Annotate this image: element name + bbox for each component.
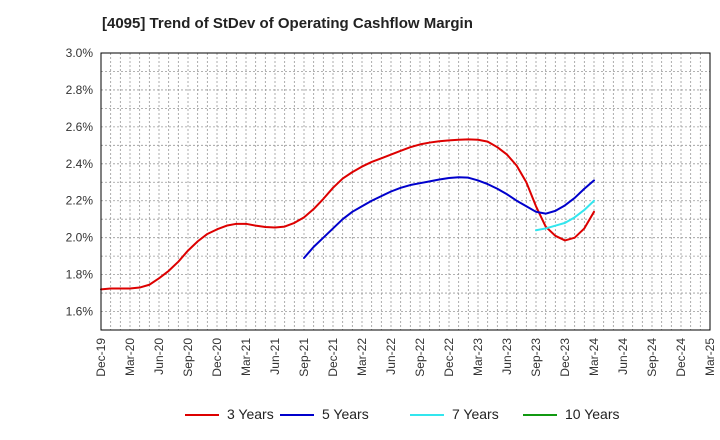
legend-label: 10 Years	[565, 406, 620, 422]
series-line-3-years	[100, 138, 595, 291]
x-tick-label: Mar-22	[355, 338, 369, 376]
x-tick-label: Dec-19	[94, 338, 108, 377]
x-tick-label: Mar-24	[587, 338, 601, 376]
series-lines	[100, 138, 595, 291]
chart-title: [4095] Trend of StDev of Operating Cashf…	[102, 15, 473, 32]
legend-swatch	[185, 414, 219, 416]
x-tick-label: Sep-22	[413, 338, 427, 377]
y-tick-label: 2.0%	[66, 231, 94, 245]
y-tick-label: 3.0%	[66, 46, 94, 60]
legend-swatch	[523, 414, 557, 416]
x-tick-label: Dec-21	[326, 338, 340, 377]
legend: 3 Years 5 Years 7 Years 10 Years	[0, 404, 720, 426]
y-tick-label: 1.8%	[66, 268, 94, 282]
plot-border	[100, 52, 711, 331]
y-tick-label: 2.6%	[66, 120, 94, 134]
legend-label: 3 Years	[227, 406, 274, 422]
legend-label: 7 Years	[452, 406, 499, 422]
legend-swatch	[280, 414, 314, 416]
x-tick-label: Jun-20	[152, 338, 166, 375]
y-tick-label: 1.6%	[66, 305, 94, 319]
x-tick-label: Jun-24	[616, 338, 630, 375]
y-tick-label: 2.2%	[66, 194, 94, 208]
x-tick-label: Sep-23	[529, 338, 543, 377]
x-tick-label: Jun-21	[268, 338, 282, 375]
y-tick-label: 2.4%	[66, 157, 94, 171]
plot-background	[101, 53, 710, 330]
y-tick-labels: 1.6% 1.8% 2.0% 2.2% 2.4% 2.6% 2.8% 3.0%	[66, 46, 94, 319]
x-tick-label: Mar-21	[239, 338, 253, 376]
x-tick-label: Dec-22	[442, 338, 456, 377]
x-tick-label: Dec-23	[558, 338, 572, 377]
x-tick-label: Mar-25	[703, 338, 717, 376]
y-tick-label: 2.8%	[66, 83, 94, 97]
legend-label: 5 Years	[322, 406, 369, 422]
legend-swatch	[410, 414, 444, 416]
x-tick-labels: Dec-19 Mar-20 Jun-20 Sep-20 Dec-20 Mar-21 Jun-…	[94, 338, 717, 377]
x-tick-label: Dec-24	[674, 338, 688, 377]
series-line-7-years	[535, 199, 595, 232]
x-tick-label: Jun-22	[384, 338, 398, 375]
x-tick-label: Sep-21	[297, 338, 311, 377]
x-tick-label: Mar-20	[123, 338, 137, 376]
x-tick-label: Dec-20	[210, 338, 224, 377]
x-tick-label: Jun-23	[500, 338, 514, 375]
x-tick-label: Sep-20	[181, 338, 195, 377]
series-line-5-years	[303, 176, 595, 259]
x-tick-label: Mar-23	[471, 338, 485, 376]
x-tick-label: Sep-24	[645, 338, 659, 377]
